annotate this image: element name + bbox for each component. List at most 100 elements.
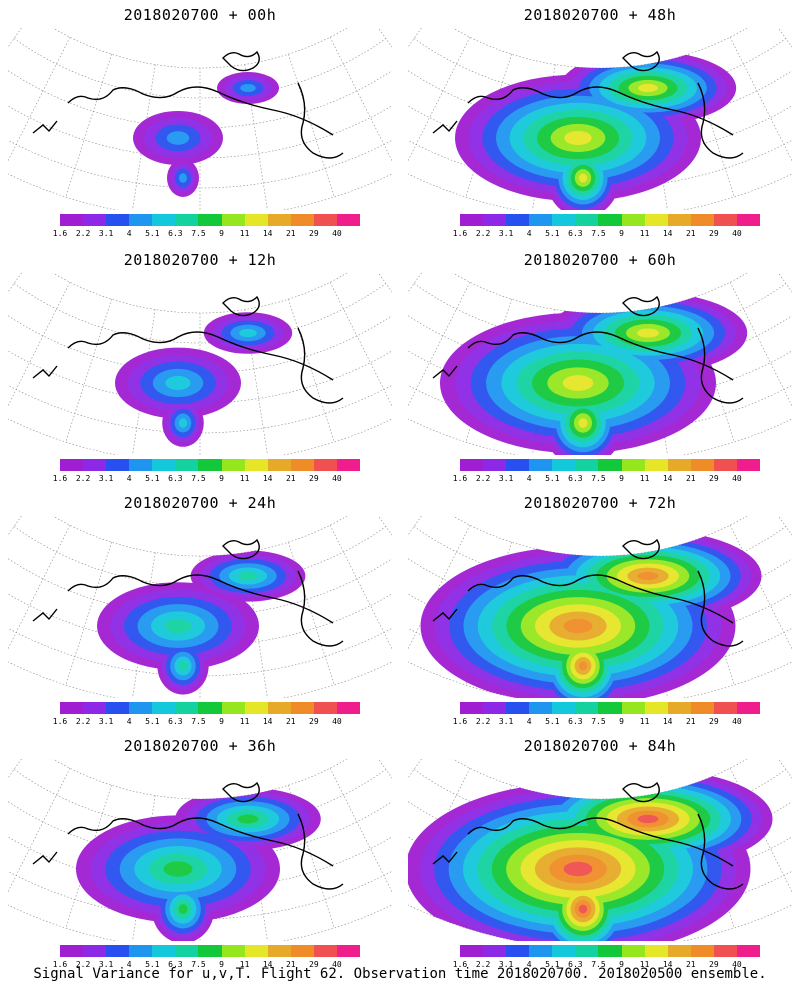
colorbar-swatch [736,214,761,226]
colorbar-swatch [575,214,599,226]
colorbar-swatch [106,945,130,957]
meridian-line [65,299,112,443]
map-border [408,28,792,210]
colorbar-tick-label: 6.3 [568,960,583,969]
variance-contour [178,904,188,914]
parallel-line [408,139,792,189]
colorbar-swatch [713,459,737,471]
colorbar-swatch [221,459,245,471]
colorbar-swatch [313,945,337,957]
parallel-line [8,315,392,374]
colorbar-tick-label: 5.1 [145,229,160,238]
variance-contour [578,418,588,428]
polar-map [8,273,392,455]
colorbar-swatch [129,459,153,471]
colorbar-tick-label: 6.3 [168,960,183,969]
coastline-path [697,82,744,159]
colorbar-tick-label: 29 [709,717,719,726]
colorbar-swatch [244,945,268,957]
colorbar-swatch [267,214,291,226]
colorbar-tick-label: 9 [619,229,624,238]
colorbar-swatch [336,945,361,957]
colorbar-tick-label: 4 [126,960,132,969]
variance-contour [239,328,257,338]
coastline-path [467,574,734,624]
colorbar-tick-label: 21 [685,229,696,238]
coastline-path [222,295,260,317]
colorbar-tick-label: 6.3 [568,474,583,483]
colorbar-swatch [713,214,737,226]
colorbar-swatch [106,214,130,226]
colorbar-swatch [644,214,668,226]
colorbar-tick-label: 29 [309,960,319,969]
colorbar-tick-label: 14 [262,717,273,726]
colorbar-tick-label: 6.3 [568,717,583,726]
coastline [432,781,744,890]
coastline [32,781,344,890]
colorbar-tick-label: 3.1 [98,229,114,238]
coastline-path [222,50,260,72]
colorbar-swatch [690,214,714,226]
colorbar [60,214,361,226]
colorbar-tick-label: 1.6 [52,474,68,483]
variance-field [133,72,279,197]
map-border [408,516,792,698]
variance-contour [563,861,593,877]
colorbar-tick-label: 3.1 [498,717,514,726]
colorbar-swatch [336,459,361,471]
colorbar-labels: 1.6 2.2 3.1 4 5.1 6.3 7.5 9 11 14 21 29 40 [53,229,360,241]
variance-field [420,530,762,698]
colorbar-tick-label: 29 [309,229,319,238]
variance-contour [562,375,594,391]
colorbar-swatch [198,945,222,957]
colorbar-tick-label: 14 [262,229,273,238]
colorbar-tick-label: 14 [662,717,673,726]
colorbar-swatch [667,945,691,957]
parallel-line [408,70,792,129]
polar-map [8,516,392,698]
colorbar-tick-label: 40 [332,960,342,969]
colorbar-swatch [152,945,176,957]
colorbar [460,214,761,226]
colorbar-tick-label: 3.1 [498,229,514,238]
colorbar-swatch [267,945,291,957]
colorbar-tick-label: 3.1 [498,474,514,483]
colorbar-swatch [598,702,622,714]
colorbar-tick-label: 3.1 [98,960,114,969]
colorbar-tick-label: 7.5 [591,960,606,969]
variance-contour [165,375,191,391]
parallel-line [13,769,387,830]
colorbar-tick-label: 21 [685,717,696,726]
colorbar-swatch [690,945,714,957]
colorbar-swatch [575,459,599,471]
parallel-line [8,558,392,617]
colorbar-swatch [621,945,645,957]
polar-map [8,759,392,941]
colorbar-swatch [129,945,153,957]
coastline-path [622,538,660,560]
panel-title: 2018020700 + 12h [123,251,277,269]
colorbar-tick-label: 40 [732,474,742,483]
colorbar-swatch [221,702,245,714]
colorbar-swatch [483,459,507,471]
colorbar-swatch [690,702,714,714]
figure-caption: Signal Variance for u,v,T. Flight 62. Ob… [33,966,767,982]
coastline [432,295,744,404]
coastline-path [697,327,744,404]
colorbar-tick-label: 4 [526,717,532,726]
coastline-path [432,365,458,379]
meridian-line [408,37,471,162]
colorbar-swatch [336,702,361,714]
panel-title: 2018020700 + 00h [123,6,277,24]
colorbar-swatch [221,214,245,226]
colorbar-tick-label: 14 [262,960,273,969]
coastline-path [67,817,334,867]
colorbar-swatch [60,214,84,226]
map-panel: 2018020700 + 36h 1.6 2.2 3.1 4 5.1 6.3 7.5 9 11 14… [0,731,400,976]
coastline-path [467,331,734,381]
panel-title: 2018020700 + 24h [123,494,277,512]
meridian-line [329,525,392,650]
colorbar-tick-label: 40 [732,229,742,238]
colorbar-tick-label: 6.3 [168,717,183,726]
parallel-line [13,526,387,587]
